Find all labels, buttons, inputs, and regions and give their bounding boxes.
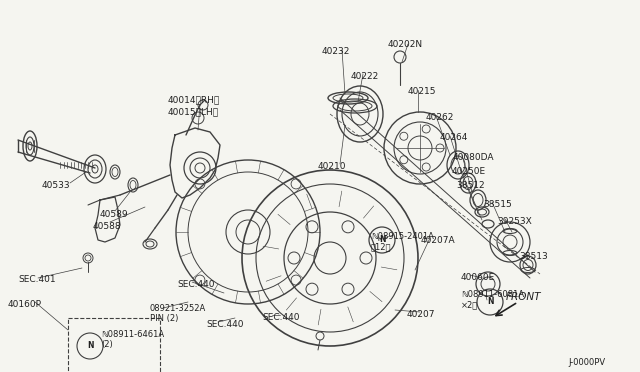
Text: N: N <box>487 298 493 307</box>
Text: ℕ08911-6461A: ℕ08911-6461A <box>101 330 164 339</box>
Text: SEC.401: SEC.401 <box>18 275 56 284</box>
Text: 40060E: 40060E <box>461 273 495 282</box>
Text: ℕ08911-6081A: ℕ08911-6081A <box>461 290 524 299</box>
Text: 40262: 40262 <box>426 113 454 122</box>
Text: 40589: 40589 <box>100 210 129 219</box>
Text: 40215: 40215 <box>408 87 436 96</box>
Text: 40222: 40222 <box>351 72 380 81</box>
Text: 40232: 40232 <box>322 47 350 56</box>
Text: 40207: 40207 <box>407 310 435 319</box>
Text: 40160P: 40160P <box>8 300 42 309</box>
Text: 08921-3252A: 08921-3252A <box>150 304 206 313</box>
Text: 38512: 38512 <box>456 181 484 190</box>
Text: SEC.440: SEC.440 <box>262 313 300 322</box>
Text: 39253X: 39253X <box>497 217 532 226</box>
Text: 40210: 40210 <box>318 162 346 171</box>
Text: 40202N: 40202N <box>388 40 423 49</box>
Text: 40264: 40264 <box>440 133 468 142</box>
Text: 38515: 38515 <box>483 200 512 209</box>
Text: 38513: 38513 <box>519 252 548 261</box>
Text: 40080DA: 40080DA <box>453 153 495 162</box>
Text: N: N <box>87 341 93 350</box>
Text: SEC.440: SEC.440 <box>177 280 214 289</box>
Text: ℕ08915-2401A: ℕ08915-2401A <box>371 232 434 241</box>
Text: J-0000PV: J-0000PV <box>568 358 605 367</box>
Text: 40533: 40533 <box>42 181 70 190</box>
Text: FRONT: FRONT <box>506 292 541 302</box>
Bar <box>68 318 160 372</box>
Text: PIN (2): PIN (2) <box>150 314 179 323</box>
Text: 40588: 40588 <box>93 222 122 231</box>
Text: 40250E: 40250E <box>452 167 486 176</box>
Text: 40014〈RH〉: 40014〈RH〉 <box>168 95 220 104</box>
Text: (2): (2) <box>101 340 113 349</box>
Text: N: N <box>379 235 385 244</box>
Text: 40207A: 40207A <box>421 236 456 245</box>
Text: 40015〈LH〉: 40015〈LH〉 <box>168 107 219 116</box>
Text: SEC.440: SEC.440 <box>206 320 243 329</box>
Text: ×2〉: ×2〉 <box>461 300 478 309</box>
Text: 〈12〉: 〈12〉 <box>371 242 392 251</box>
